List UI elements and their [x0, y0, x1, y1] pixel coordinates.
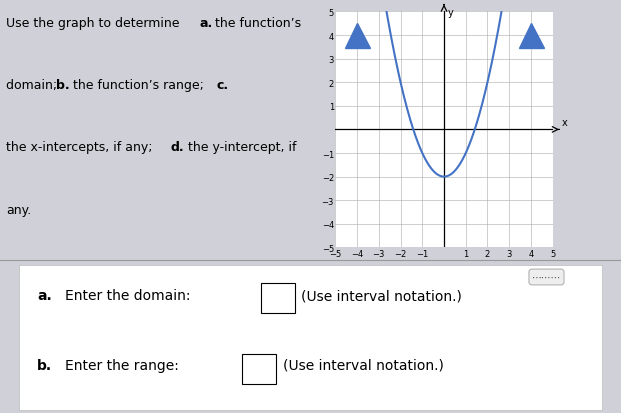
Bar [261, 283, 295, 313]
Bar [242, 354, 276, 385]
Text: y: y [447, 8, 453, 18]
Text: the y-intercept, if: the y-intercept, if [184, 141, 296, 154]
Text: c.: c. [216, 79, 229, 92]
Text: the function’s range;: the function’s range; [70, 79, 208, 92]
Text: the x-intercepts, if any;: the x-intercepts, if any; [6, 141, 156, 154]
Text: Enter the domain:: Enter the domain: [65, 288, 191, 302]
Text: any.: any. [6, 203, 32, 216]
Text: the function’s: the function’s [211, 17, 301, 29]
Text: Enter the range:: Enter the range: [65, 358, 179, 372]
Text: x: x [561, 118, 567, 128]
Text: a.: a. [37, 288, 52, 302]
Text: Use the graph to determine: Use the graph to determine [6, 17, 184, 29]
Text: b.: b. [37, 358, 52, 372]
Text: b.: b. [56, 79, 70, 92]
Text: (Use interval notation.): (Use interval notation.) [301, 288, 462, 302]
Text: d.: d. [170, 141, 184, 154]
Text: ⋯⋯⋯: ⋯⋯⋯ [532, 272, 561, 282]
Text: domain;: domain; [6, 79, 61, 92]
Text: (Use interval notation.): (Use interval notation.) [283, 358, 443, 372]
Text: a.: a. [199, 17, 212, 29]
